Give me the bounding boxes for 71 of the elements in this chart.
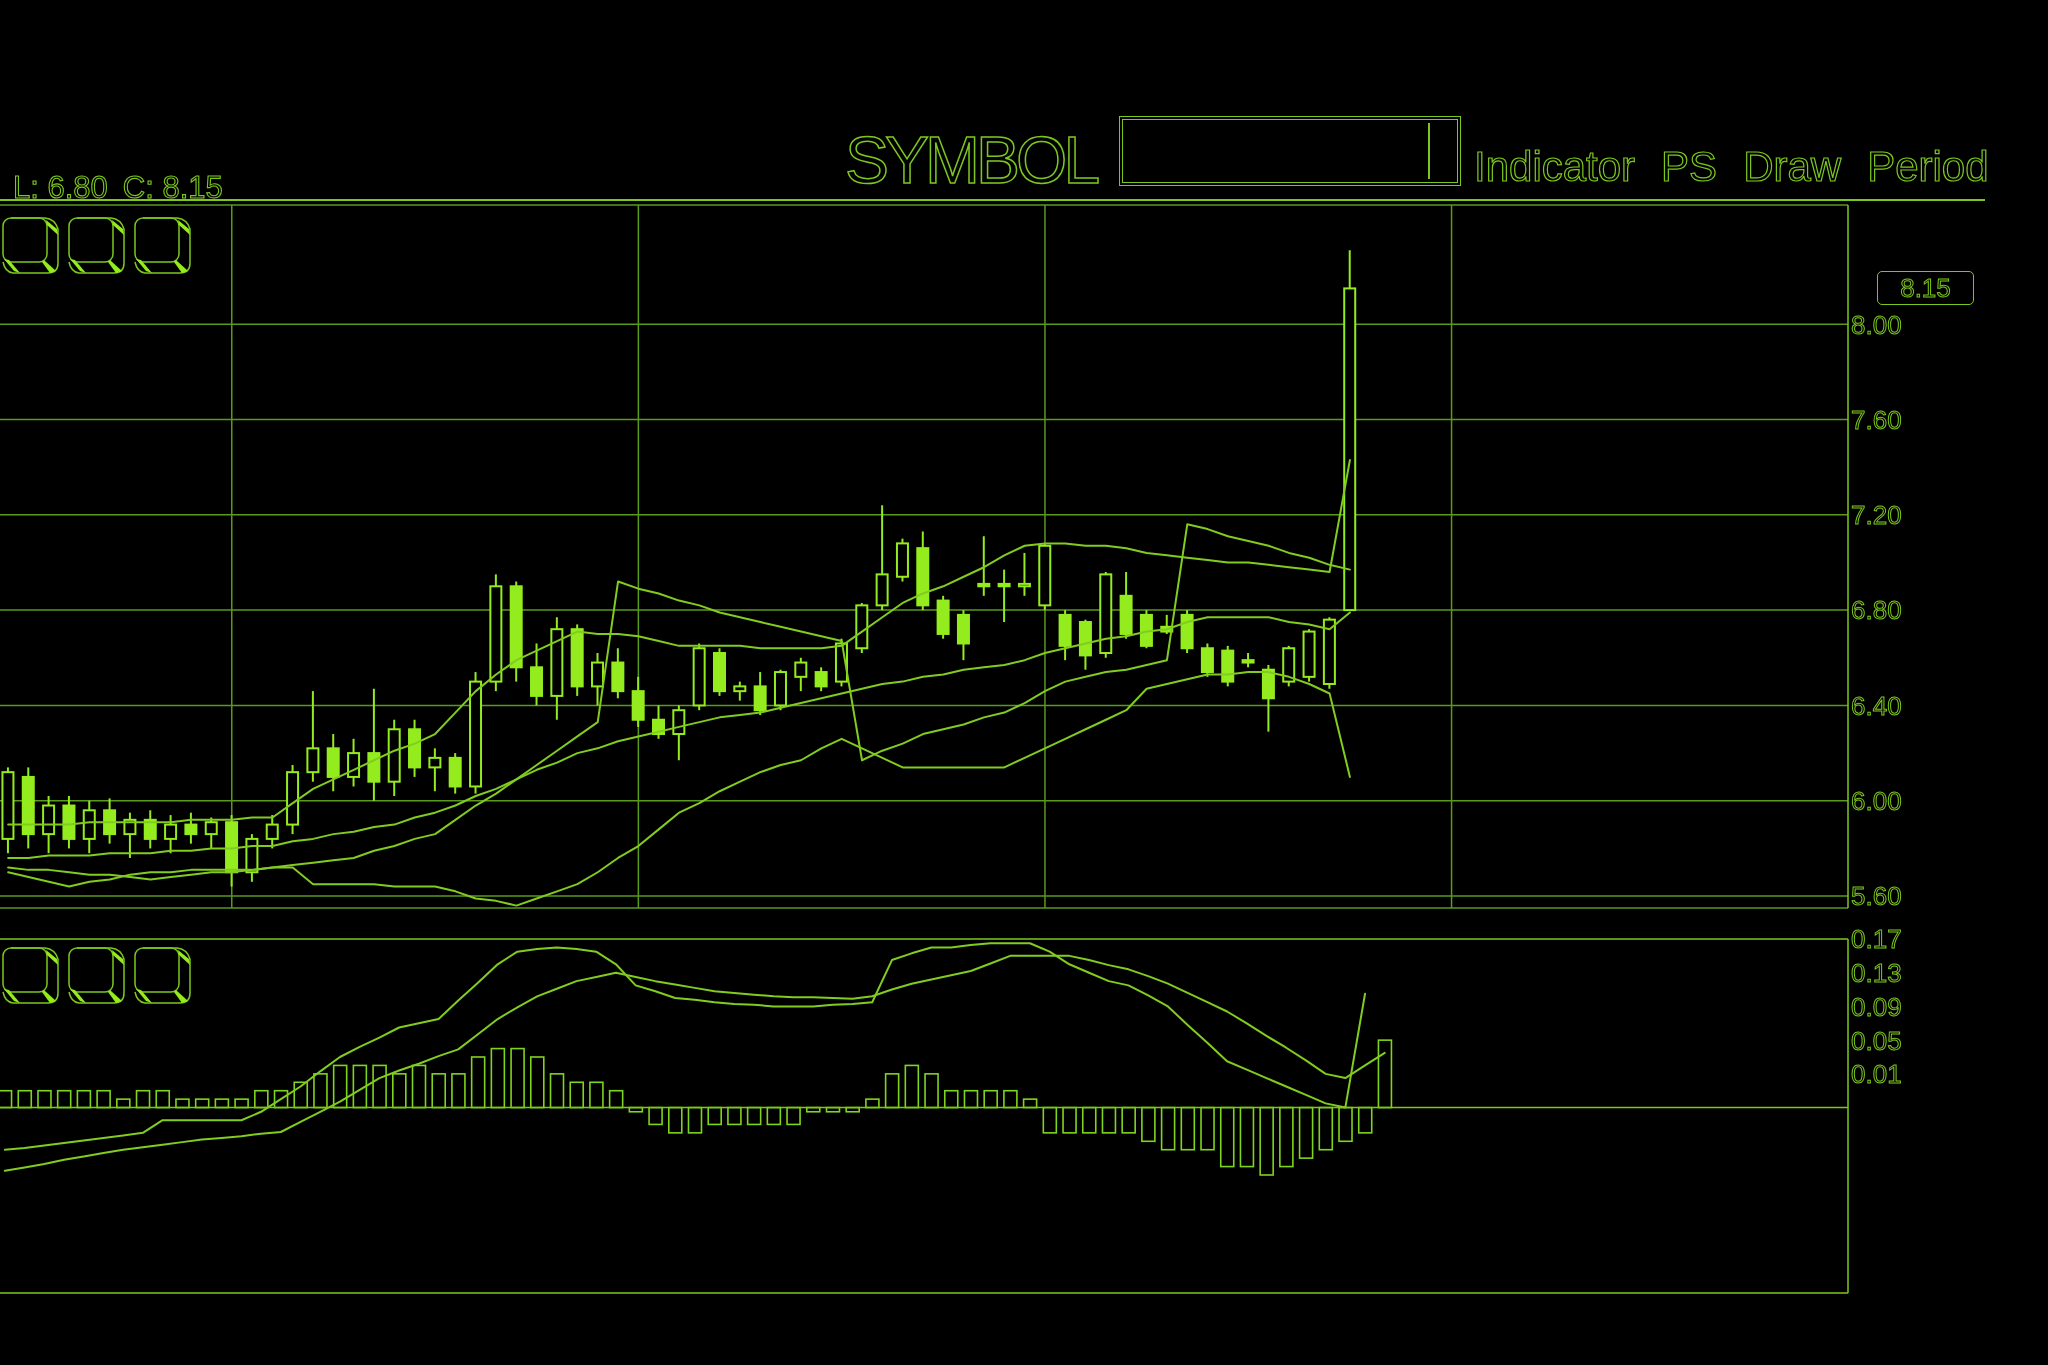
bar: [392, 1073, 407, 1109]
bar: [529, 1056, 545, 1109]
bar: [490, 1047, 506, 1109]
bar: [667, 1106, 683, 1134]
bar: [1239, 1106, 1255, 1168]
bar: [904, 1064, 920, 1109]
candlestick: [550, 616, 564, 721]
candlestick: [530, 642, 544, 707]
bar: [1081, 1106, 1097, 1134]
candlestick: [347, 737, 361, 788]
candlestick: [42, 795, 56, 855]
y-tick-label: 6.80: [1851, 595, 1902, 626]
bar: [470, 1056, 486, 1109]
y-tick-label: 0.13: [1851, 958, 1902, 989]
y-tick-label: 6.00: [1851, 786, 1902, 817]
bar: [1180, 1106, 1196, 1151]
bar: [1200, 1106, 1215, 1151]
candlestick: [916, 530, 930, 612]
candlestick: [591, 652, 605, 707]
bar: [1062, 1106, 1077, 1134]
bar: [510, 1047, 525, 1109]
bar: [451, 1073, 466, 1109]
tag-box: 8.15: [1877, 271, 1974, 306]
candlestick: [489, 573, 503, 693]
bar: [1357, 1106, 1373, 1134]
candlestick: [611, 647, 625, 700]
bar: [431, 1073, 447, 1109]
candlestick: [1017, 551, 1031, 597]
bar: [332, 1064, 348, 1109]
bar: [1219, 1106, 1235, 1168]
bar: [411, 1064, 427, 1109]
candlestick: [62, 795, 76, 850]
y-tick-label: 0.01: [1851, 1059, 1902, 1090]
bar: [293, 1081, 309, 1109]
candlestick: [367, 687, 381, 802]
annotation: C: 8.15: [122, 170, 223, 205]
bar: [1298, 1106, 1314, 1159]
y-tick-label: 0.09: [1851, 991, 1902, 1022]
bar: [1318, 1106, 1334, 1151]
candlestick: [977, 535, 991, 597]
bar: [884, 1073, 900, 1109]
chart-title: SYMBOL: [845, 123, 1097, 197]
bar: [924, 1073, 939, 1109]
y-tick-label: 0.17: [1851, 924, 1902, 955]
candlestick: [21, 766, 35, 850]
bar: [569, 1081, 585, 1109]
candlestick: [1343, 249, 1357, 612]
annotation: L: 6.80: [13, 170, 108, 205]
candlestick: [428, 747, 442, 793]
bar: [1141, 1106, 1156, 1143]
bar: [1259, 1106, 1274, 1176]
bar: [1279, 1106, 1294, 1168]
bar: [352, 1064, 368, 1109]
bar: [313, 1073, 328, 1109]
bar: [1160, 1106, 1176, 1151]
candlestick: [103, 797, 117, 845]
y-tick-label: 0.05: [1851, 1025, 1902, 1056]
bar: [1338, 1106, 1353, 1143]
candlestick: [631, 675, 645, 728]
candlestick: [469, 671, 483, 795]
text: Indicator: [1474, 143, 1636, 190]
y-tick-label: 8.00: [1851, 309, 1902, 340]
bar: [372, 1064, 387, 1109]
text: Draw: [1743, 143, 1842, 190]
bar: [549, 1073, 565, 1109]
candlestick: [997, 568, 1011, 624]
candlestick: [143, 809, 157, 850]
candlestick: [875, 504, 889, 612]
text: PS: [1661, 143, 1718, 190]
text: Period: [1867, 143, 1989, 190]
candlestick: [306, 690, 320, 783]
